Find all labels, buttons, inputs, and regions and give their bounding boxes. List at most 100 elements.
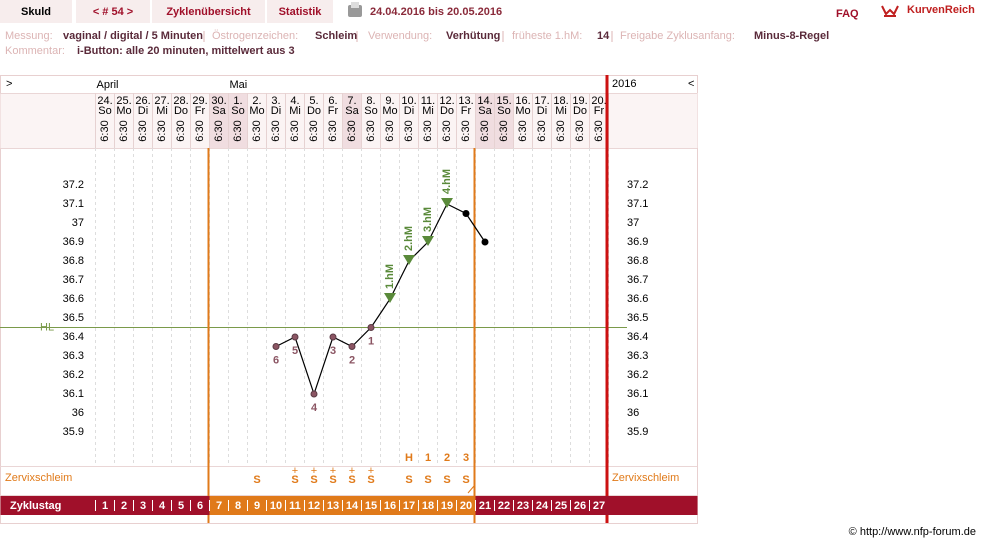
date-label: 28. [173, 95, 188, 107]
cycle-day: 3 [140, 500, 146, 512]
cycle-tab[interactable] [76, 0, 150, 23]
time-label: 6:30 [536, 120, 548, 141]
cycle-day: 6 [197, 500, 203, 512]
name-tab [0, 0, 72, 23]
cycle-day: 10 [270, 500, 282, 512]
nav-right[interactable]: < [688, 78, 694, 90]
weekday-label: Mo [249, 105, 264, 117]
low-count-label: 5 [292, 345, 298, 357]
info-value: vaginal / digital / 5 Minuten [63, 30, 203, 42]
date-label: 14. [477, 95, 492, 107]
tab-label[interactable]: Statistik [279, 6, 323, 18]
mucus-plus: + [311, 465, 317, 477]
date-label: 6. [328, 95, 337, 107]
weekday-label: Do [307, 105, 321, 117]
y-tick-label-left: 37.2 [63, 179, 84, 191]
faq-link[interactable]: FAQ [836, 8, 859, 20]
weekday-label: Di [537, 105, 547, 117]
cycle-day: 25 [555, 500, 567, 512]
mucus-label-left: Zervixschleim [5, 472, 72, 484]
hm-label: 1.hM [384, 264, 396, 289]
time-label: 6:30 [289, 120, 301, 141]
mucus-plus: + [330, 465, 336, 477]
temperature-marker [403, 255, 415, 265]
cycle-nav[interactable]: < # 54 > [93, 6, 133, 18]
cycle-day: 4 [159, 500, 166, 512]
y-tick-label-right: 37.2 [627, 179, 648, 191]
y-tick-label-right: 36.3 [627, 350, 648, 362]
y-tick-label-left: 36.3 [63, 350, 84, 362]
time-label: 6:30 [251, 120, 263, 141]
time-label: 6:30 [308, 120, 320, 141]
low-count-label: 2 [349, 354, 355, 366]
info-value: Verhütung [446, 30, 500, 42]
y-tick-label-left: 36.4 [63, 331, 84, 343]
time-label: 6:30 [517, 120, 529, 141]
brand[interactable]: KurvenReich [907, 4, 975, 16]
y-tick-label-left: 37 [72, 217, 84, 229]
y-tick-label-right: 36.7 [627, 274, 648, 286]
time-label: 6:30 [327, 120, 339, 141]
temperature-marker [422, 236, 434, 246]
y-tick-label-right: 36.1 [627, 388, 648, 400]
temperature-marker [481, 238, 489, 246]
tab-label[interactable]: Zyklenübersicht [166, 6, 251, 18]
printer-paper [351, 2, 359, 8]
date-label: 5. [309, 95, 318, 107]
time-label: 6:30 [175, 120, 187, 141]
time-label: 6:30 [593, 120, 605, 141]
cycle-day: 24 [536, 500, 549, 512]
cycle-day: 16 [384, 500, 396, 512]
time-label: 6:30 [270, 120, 282, 141]
weekend-shade [494, 93, 514, 148]
tab[interactable] [267, 0, 333, 23]
hm-label: 2.hM [403, 226, 415, 251]
cycle-day: 11 [289, 500, 301, 512]
weekday-label: Fr [594, 105, 605, 117]
peak-count: 3 [463, 452, 469, 464]
cycle-day: 17 [403, 500, 415, 512]
time-label: 6:30 [156, 120, 168, 141]
peak-count: 1 [425, 452, 431, 464]
year: 2016 [612, 78, 636, 90]
mucus-label-right: Zervixschleim [612, 472, 679, 484]
tab[interactable] [152, 0, 265, 23]
cycle-day: 5 [178, 500, 184, 512]
weekday-label: So [231, 105, 244, 117]
date-label: 30. [211, 95, 226, 107]
weekend-shade [342, 93, 362, 148]
mucus-plus: + [292, 465, 298, 477]
date-label: 15. [496, 95, 511, 107]
footer: © http://www.nfp-forum.de [849, 526, 976, 538]
cycle-day: 21 [479, 500, 491, 512]
weekday-label: Sa [212, 105, 226, 117]
date-label: 16. [515, 95, 530, 107]
time-label: 6:30 [346, 120, 358, 141]
date-label: 10. [401, 95, 416, 107]
cycle-day: 26 [574, 500, 586, 512]
cycle-day: 20 [460, 500, 472, 512]
weekday-label: Do [174, 105, 188, 117]
brand-icon [881, 5, 899, 17]
info-value: Schleim [315, 30, 357, 42]
weekday-label: Mi [289, 105, 301, 117]
hl-label: HL [40, 321, 54, 333]
time-label: 6:30 [498, 120, 510, 141]
hm-label: 4.hM [441, 169, 453, 194]
mucus-symbol: S [329, 474, 336, 486]
y-tick-label-right: 36.4 [627, 331, 648, 343]
weekday-label: Fr [461, 105, 472, 117]
low-count-label: 1 [368, 335, 374, 347]
nav-left[interactable]: > [6, 78, 12, 90]
cycle-day: 19 [441, 500, 453, 512]
weekday-label: Mo [382, 105, 397, 117]
date-label: 27. [154, 95, 169, 107]
y-tick-label-right: 36.8 [627, 255, 648, 267]
weekday-label: Fr [195, 105, 206, 117]
y-tick-label-left: 36.6 [63, 293, 84, 305]
time-label: 6:30 [422, 120, 434, 141]
date-label: 13. [458, 95, 473, 107]
weekday-label: Di [404, 105, 414, 117]
time-label: 6:30 [213, 120, 225, 141]
